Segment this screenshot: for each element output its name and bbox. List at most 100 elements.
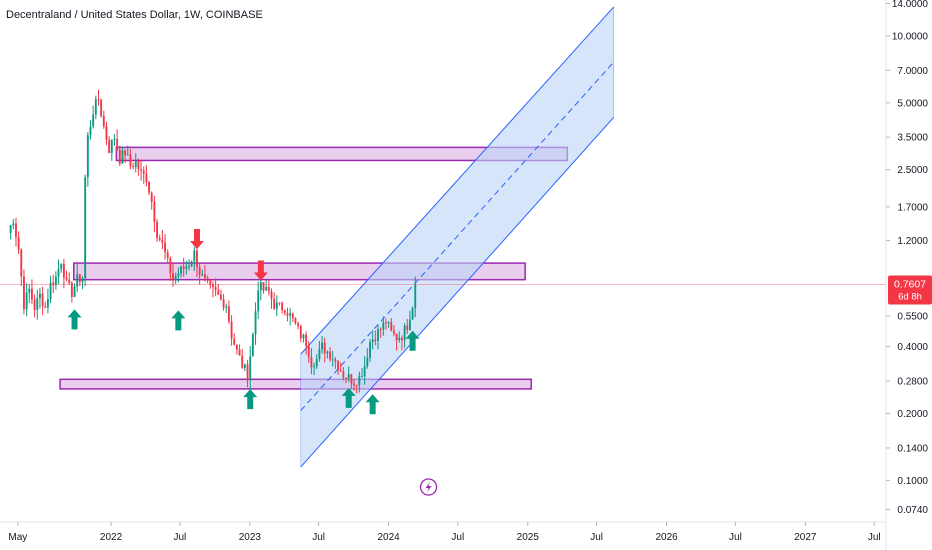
candle — [201, 269, 204, 277]
candle-body — [9, 225, 12, 233]
candle-body — [156, 221, 158, 239]
candle — [281, 301, 284, 314]
candle — [126, 145, 129, 156]
candle — [116, 129, 119, 151]
price-badge[interactable] — [888, 275, 932, 305]
candle — [363, 356, 366, 385]
candle — [227, 300, 230, 324]
candle-body — [315, 359, 318, 367]
zone-lower[interactable] — [59, 378, 532, 390]
arrow-up-icon[interactable] — [341, 387, 356, 408]
candle-body — [371, 339, 374, 343]
candle-body — [339, 370, 342, 372]
candle — [289, 307, 292, 326]
time-tick-label: Jul — [173, 532, 186, 543]
candle — [124, 149, 127, 163]
symbol-title: Decentraland / United States Dollar, 1W,… — [6, 9, 263, 21]
candle — [241, 349, 244, 369]
candle — [350, 373, 353, 389]
candle-body — [254, 311, 257, 335]
candle-body — [267, 286, 270, 292]
candle — [190, 260, 193, 268]
candle-body — [350, 374, 353, 384]
time-tick-label: 2026 — [655, 532, 678, 543]
candle — [347, 366, 350, 382]
candle — [406, 318, 409, 335]
channel-upper-line[interactable] — [300, 6, 615, 355]
price-tick-label: 1.2000 — [897, 236, 928, 247]
candle-body — [110, 139, 113, 153]
candle — [105, 121, 108, 146]
candle — [172, 263, 174, 287]
candle-body — [113, 138, 116, 140]
candle-body — [377, 329, 379, 341]
candle — [265, 280, 268, 292]
candle — [358, 371, 361, 393]
channel-lower-line[interactable] — [300, 117, 615, 468]
candle — [323, 337, 326, 363]
candle — [68, 272, 71, 285]
candle-body — [345, 377, 347, 379]
candle — [166, 249, 169, 265]
candle-body — [185, 266, 188, 269]
candle-body — [28, 288, 31, 293]
candle — [377, 325, 379, 350]
candle — [52, 274, 55, 294]
candle — [313, 362, 316, 375]
arrow-up-icon[interactable] — [67, 309, 82, 330]
candle-body — [310, 357, 313, 368]
arrow-up-icon[interactable] — [405, 330, 420, 351]
candle — [110, 139, 113, 161]
candle — [108, 136, 111, 154]
candle — [164, 234, 166, 260]
price-badge-value: 0.7607 — [894, 279, 926, 291]
time-tick-label: Jul — [590, 532, 603, 543]
arrow-down-icon[interactable] — [189, 228, 204, 249]
arrow-down-icon[interactable] — [253, 260, 268, 281]
candle — [9, 224, 12, 240]
candle — [76, 264, 79, 293]
candle — [142, 166, 145, 184]
arrow-up-icon[interactable] — [171, 310, 186, 331]
candle — [275, 295, 278, 317]
candle-body — [132, 166, 135, 168]
candle — [390, 318, 393, 332]
candle-body — [89, 126, 92, 136]
candle-body — [60, 263, 63, 269]
candle — [158, 234, 161, 242]
candle-body — [408, 319, 411, 330]
candle — [337, 360, 339, 376]
candle-body — [177, 273, 180, 277]
arrow-up-icon[interactable] — [365, 394, 380, 415]
candle — [398, 331, 401, 343]
candle-body — [108, 139, 111, 153]
candle — [369, 338, 371, 363]
candle — [331, 351, 334, 367]
candle — [86, 131, 89, 187]
arrow-up-icon[interactable] — [243, 389, 258, 410]
candle — [230, 315, 233, 346]
candle — [180, 265, 182, 278]
candle — [94, 95, 97, 120]
channel-mid-line — [300, 61, 615, 411]
candle-body — [134, 161, 137, 168]
candle — [185, 260, 188, 275]
time-tick-label: 2022 — [100, 532, 123, 543]
candle-body — [307, 345, 310, 358]
candle-body — [121, 150, 124, 164]
candle — [342, 367, 345, 381]
candle — [361, 368, 363, 378]
candle-body — [366, 358, 369, 367]
price-tick-label: 2.5000 — [897, 165, 928, 176]
candle-body — [353, 383, 355, 385]
candle-body — [212, 284, 214, 288]
price-tick-label: 1.7000 — [897, 202, 928, 213]
candle-body — [161, 239, 164, 243]
candle — [408, 310, 411, 331]
candle — [140, 159, 143, 181]
candle-body — [313, 366, 316, 368]
candle — [273, 292, 276, 311]
candle-body — [166, 252, 169, 258]
